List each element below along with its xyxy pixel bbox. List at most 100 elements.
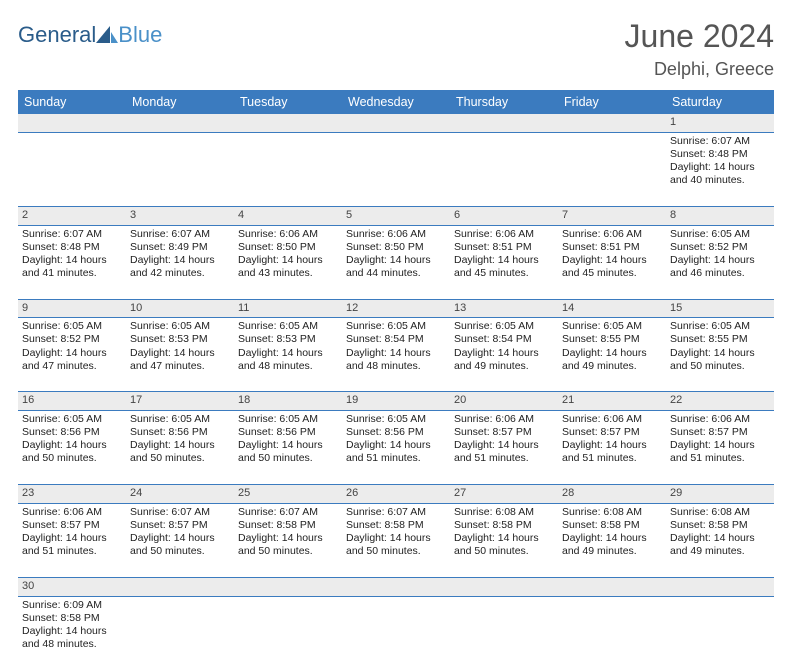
day-number bbox=[558, 114, 666, 132]
day-cell: Sunrise: 6:07 AMSunset: 8:58 PMDaylight:… bbox=[234, 503, 342, 577]
day-number bbox=[18, 114, 126, 132]
day-cell: Sunrise: 6:08 AMSunset: 8:58 PMDaylight:… bbox=[558, 503, 666, 577]
day-cell: Sunrise: 6:05 AMSunset: 8:56 PMDaylight:… bbox=[342, 411, 450, 485]
day-cell: Sunrise: 6:06 AMSunset: 8:51 PMDaylight:… bbox=[558, 225, 666, 299]
day-number: 3 bbox=[126, 206, 234, 225]
day-detail-line: Daylight: 14 hours and 51 minutes. bbox=[22, 532, 122, 558]
day-number: 26 bbox=[342, 485, 450, 504]
day-number: 12 bbox=[342, 299, 450, 318]
day-number bbox=[342, 114, 450, 132]
day-number: 11 bbox=[234, 299, 342, 318]
day-detail-line: Sunrise: 6:06 AM bbox=[562, 228, 662, 241]
day-detail-line: Daylight: 14 hours and 43 minutes. bbox=[238, 254, 338, 280]
day-detail-line: Sunset: 8:49 PM bbox=[130, 241, 230, 254]
day-cell bbox=[126, 596, 234, 670]
day-number: 14 bbox=[558, 299, 666, 318]
day-number bbox=[342, 577, 450, 596]
week-row: Sunrise: 6:09 AMSunset: 8:58 PMDaylight:… bbox=[18, 596, 774, 670]
weekday-header: Friday bbox=[558, 90, 666, 114]
daynum-row: 1 bbox=[18, 114, 774, 132]
day-number bbox=[666, 577, 774, 596]
day-detail-line: Sunrise: 6:06 AM bbox=[454, 413, 554, 426]
day-detail-line: Sunrise: 6:08 AM bbox=[670, 506, 770, 519]
day-detail-line: Sunrise: 6:05 AM bbox=[22, 413, 122, 426]
page-title: June 2024 bbox=[625, 18, 774, 55]
day-cell: Sunrise: 6:07 AMSunset: 8:57 PMDaylight:… bbox=[126, 503, 234, 577]
day-detail-line: Sunset: 8:58 PM bbox=[346, 519, 446, 532]
day-number: 23 bbox=[18, 485, 126, 504]
weekday-header: Sunday bbox=[18, 90, 126, 114]
day-detail-line: Daylight: 14 hours and 45 minutes. bbox=[454, 254, 554, 280]
day-detail-line: Sunset: 8:54 PM bbox=[454, 333, 554, 346]
day-detail-line: Daylight: 14 hours and 51 minutes. bbox=[670, 439, 770, 465]
day-number: 25 bbox=[234, 485, 342, 504]
day-number bbox=[234, 577, 342, 596]
day-number: 1 bbox=[666, 114, 774, 132]
day-detail-line: Daylight: 14 hours and 51 minutes. bbox=[346, 439, 446, 465]
day-detail-line: Sunset: 8:48 PM bbox=[670, 148, 770, 161]
day-detail-line: Daylight: 14 hours and 50 minutes. bbox=[670, 347, 770, 373]
day-cell: Sunrise: 6:05 AMSunset: 8:55 PMDaylight:… bbox=[666, 318, 774, 392]
day-cell: Sunrise: 6:06 AMSunset: 8:51 PMDaylight:… bbox=[450, 225, 558, 299]
day-detail-line: Daylight: 14 hours and 50 minutes. bbox=[454, 532, 554, 558]
day-detail-line: Sunset: 8:50 PM bbox=[346, 241, 446, 254]
daynum-row: 2345678 bbox=[18, 206, 774, 225]
brand-text-b: Blue bbox=[118, 22, 162, 48]
day-detail-line: Sunset: 8:52 PM bbox=[22, 333, 122, 346]
day-cell: Sunrise: 6:05 AMSunset: 8:52 PMDaylight:… bbox=[18, 318, 126, 392]
day-detail-line: Sunrise: 6:05 AM bbox=[238, 413, 338, 426]
day-detail-line: Sunrise: 6:05 AM bbox=[346, 413, 446, 426]
day-detail-line: Sunset: 8:48 PM bbox=[22, 241, 122, 254]
weekday-header: Saturday bbox=[666, 90, 774, 114]
day-cell bbox=[558, 132, 666, 206]
day-cell: Sunrise: 6:05 AMSunset: 8:56 PMDaylight:… bbox=[18, 411, 126, 485]
weekday-header: Thursday bbox=[450, 90, 558, 114]
day-detail-line: Sunset: 8:54 PM bbox=[346, 333, 446, 346]
day-detail-line: Daylight: 14 hours and 44 minutes. bbox=[346, 254, 446, 280]
day-detail-line: Sunrise: 6:06 AM bbox=[22, 506, 122, 519]
day-number bbox=[126, 114, 234, 132]
day-detail-line: Sunrise: 6:05 AM bbox=[130, 320, 230, 333]
day-number: 18 bbox=[234, 392, 342, 411]
day-cell: Sunrise: 6:06 AMSunset: 8:57 PMDaylight:… bbox=[666, 411, 774, 485]
day-detail-line: Sunrise: 6:05 AM bbox=[454, 320, 554, 333]
day-detail-line: Sunrise: 6:07 AM bbox=[670, 135, 770, 148]
day-number: 5 bbox=[342, 206, 450, 225]
day-detail-line: Sunrise: 6:05 AM bbox=[346, 320, 446, 333]
day-detail-line: Daylight: 14 hours and 48 minutes. bbox=[22, 625, 122, 651]
day-detail-line: Sunset: 8:57 PM bbox=[130, 519, 230, 532]
day-cell: Sunrise: 6:07 AMSunset: 8:49 PMDaylight:… bbox=[126, 225, 234, 299]
brand-logo: General Blue bbox=[18, 18, 162, 48]
day-detail-line: Sunset: 8:57 PM bbox=[562, 426, 662, 439]
day-number: 24 bbox=[126, 485, 234, 504]
day-cell: Sunrise: 6:06 AMSunset: 8:50 PMDaylight:… bbox=[234, 225, 342, 299]
day-number: 4 bbox=[234, 206, 342, 225]
day-detail-line: Sunrise: 6:05 AM bbox=[670, 228, 770, 241]
day-cell: Sunrise: 6:05 AMSunset: 8:54 PMDaylight:… bbox=[450, 318, 558, 392]
weekday-header-row: Sunday Monday Tuesday Wednesday Thursday… bbox=[18, 90, 774, 114]
weekday-header: Tuesday bbox=[234, 90, 342, 114]
day-number: 7 bbox=[558, 206, 666, 225]
day-detail-line: Sunrise: 6:08 AM bbox=[454, 506, 554, 519]
day-detail-line: Sunset: 8:52 PM bbox=[670, 241, 770, 254]
day-detail-line: Sunset: 8:58 PM bbox=[22, 612, 122, 625]
day-cell: Sunrise: 6:07 AMSunset: 8:48 PMDaylight:… bbox=[18, 225, 126, 299]
day-number bbox=[234, 114, 342, 132]
day-number: 27 bbox=[450, 485, 558, 504]
day-cell: Sunrise: 6:07 AMSunset: 8:58 PMDaylight:… bbox=[342, 503, 450, 577]
day-detail-line: Daylight: 14 hours and 50 minutes. bbox=[346, 532, 446, 558]
day-detail-line: Daylight: 14 hours and 42 minutes. bbox=[130, 254, 230, 280]
day-detail-line: Daylight: 14 hours and 51 minutes. bbox=[454, 439, 554, 465]
day-detail-line: Sunrise: 6:07 AM bbox=[238, 506, 338, 519]
day-number: 2 bbox=[18, 206, 126, 225]
day-cell bbox=[666, 596, 774, 670]
day-detail-line: Daylight: 14 hours and 49 minutes. bbox=[562, 532, 662, 558]
day-detail-line: Daylight: 14 hours and 49 minutes. bbox=[670, 532, 770, 558]
day-detail-line: Daylight: 14 hours and 51 minutes. bbox=[562, 439, 662, 465]
daynum-row: 9101112131415 bbox=[18, 299, 774, 318]
day-number bbox=[450, 577, 558, 596]
day-detail-line: Sunrise: 6:05 AM bbox=[670, 320, 770, 333]
day-cell: Sunrise: 6:05 AMSunset: 8:53 PMDaylight:… bbox=[126, 318, 234, 392]
day-cell bbox=[18, 132, 126, 206]
day-number: 28 bbox=[558, 485, 666, 504]
